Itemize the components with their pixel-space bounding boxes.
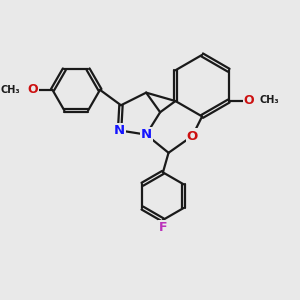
Text: O: O bbox=[187, 130, 198, 142]
Text: O: O bbox=[28, 83, 38, 96]
Text: CH₃: CH₃ bbox=[1, 85, 21, 95]
Text: O: O bbox=[244, 94, 254, 107]
Text: N: N bbox=[114, 124, 125, 137]
Text: N: N bbox=[141, 128, 152, 141]
Text: F: F bbox=[159, 221, 167, 234]
Text: CH₃: CH₃ bbox=[260, 95, 279, 106]
